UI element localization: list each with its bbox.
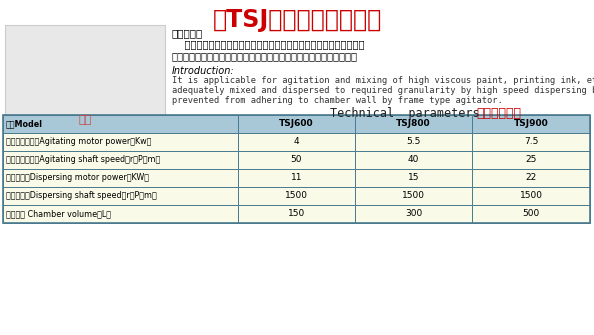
Text: adequately mixed and dispersed to required granularity by high speed dispersing : adequately mixed and dispersed to requir… [172,86,594,95]
Text: 500: 500 [522,209,539,218]
Bar [472,205,590,223]
Bar [3,133,238,151]
Bar [3,151,238,169]
Text: 合防止粘壁现象，高速分散使物料充分混合分散，快速获得所需细度。: 合防止粘壁现象，高速分散使物料充分混合分散，快速获得所需细度。 [172,51,358,61]
Bar [3,115,238,133]
Text: 框式搀拌器功率Agitating motor power（Kw）: 框式搀拌器功率Agitating motor power（Kw） [6,137,151,146]
Text: Introduction:: Introduction: [172,66,235,76]
Bar [238,205,355,223]
Text: 1500: 1500 [520,192,542,201]
Bar [5,25,165,215]
Bar [472,115,590,133]
Text: 料缸容量 Chamber volume（L）: 料缸容量 Chamber volume（L） [6,209,111,218]
Text: 22: 22 [525,174,536,183]
Bar [472,133,590,151]
Text: prevented from adhering to chamber wall by frame type agitator.: prevented from adhering to chamber wall … [172,96,503,105]
Bar [355,133,472,151]
Bar [3,115,590,223]
Text: 适用于高粘度涂料、油墨等行业物料的搀拌混合，框式搀拌使物料混: 适用于高粘度涂料、油墨等行业物料的搀拌混合，框式搀拌使物料混 [172,39,365,49]
Bar [355,205,472,223]
Bar [238,115,355,133]
Text: It is applicable for agitation and mixing of high viscous paint, printing ink, e: It is applicable for agitation and mixin… [172,76,594,85]
Text: 主要技术参数: 主要技术参数 [476,107,521,120]
Text: 5.5: 5.5 [406,137,421,146]
Text: 1500: 1500 [285,192,308,201]
Text: 7.5: 7.5 [524,137,538,146]
Text: 150: 150 [288,209,305,218]
Bar [355,187,472,205]
Bar [3,169,238,187]
Text: TSJ600: TSJ600 [279,120,314,129]
Bar [238,187,355,205]
Text: 4: 4 [293,137,299,146]
Text: 分散器转速Dispersing shaft speed（r．P．m）: 分散器转速Dispersing shaft speed（r．P．m） [6,192,157,201]
Text: 25: 25 [525,155,537,164]
Text: 规格Model: 规格Model [6,120,43,129]
Bar [472,151,590,169]
Bar [355,151,472,169]
Bar [238,151,355,169]
Bar [355,169,472,187]
Text: 40: 40 [408,155,419,164]
Bar [238,133,355,151]
Text: 永鵬: 永鵬 [78,115,91,125]
Bar [472,187,590,205]
Bar [3,205,238,223]
Text: 1500: 1500 [402,192,425,201]
Bar [472,169,590,187]
Text: TSJ800: TSJ800 [396,120,431,129]
Text: 框式搀拌器转速Agitating shaft speed（r．P．m）: 框式搀拌器转速Agitating shaft speed（r．P．m） [6,155,160,164]
Text: 功能介绍：: 功能介绍： [172,28,203,38]
Bar [3,187,238,205]
Bar [355,115,472,133]
Text: 300: 300 [405,209,422,218]
Text: 【TSJ同心双轴搀拌机】: 【TSJ同心双轴搀拌机】 [213,8,381,32]
Text: 50: 50 [290,155,302,164]
Text: TSJ900: TSJ900 [514,120,548,129]
Text: 分散器功率Dispersing motor power（KW）: 分散器功率Dispersing motor power（KW） [6,174,149,183]
Text: 15: 15 [407,174,419,183]
Text: 11: 11 [290,174,302,183]
Bar [238,169,355,187]
Text: Technical  parameters: Technical parameters [330,107,479,120]
